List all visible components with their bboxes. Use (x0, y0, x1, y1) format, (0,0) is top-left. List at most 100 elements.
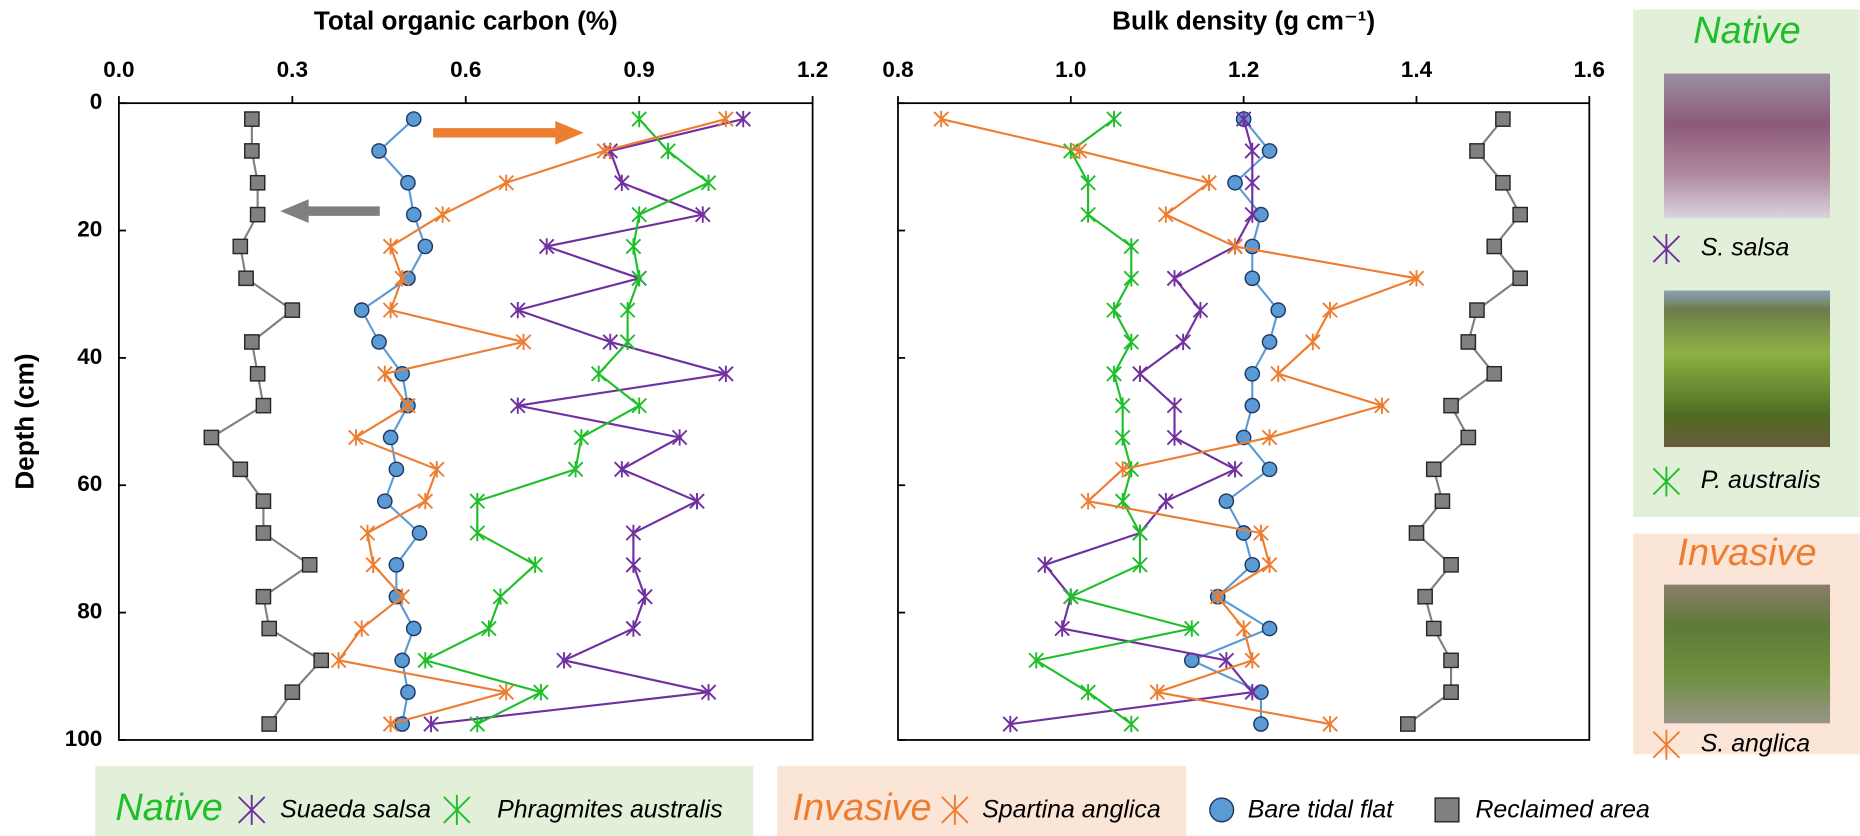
x-tick-label: 0.0 (103, 57, 134, 82)
marker (735, 110, 752, 128)
panel-marker (1652, 466, 1681, 497)
marker (1261, 143, 1278, 159)
x-tick-label: 1.2 (797, 57, 828, 82)
marker (1235, 110, 1252, 128)
marker (1106, 301, 1122, 319)
marker (1495, 111, 1511, 127)
photo-s-salsa (1664, 73, 1831, 219)
marker (249, 206, 266, 223)
arrow-left (280, 199, 380, 223)
legend-marker (1434, 797, 1460, 823)
marker (1253, 524, 1269, 542)
legend-marker (237, 794, 266, 825)
marker (1270, 302, 1287, 318)
marker (1400, 716, 1416, 732)
marker (1270, 365, 1287, 382)
marker (509, 397, 526, 414)
marker (348, 429, 364, 446)
legend-marker (443, 794, 471, 825)
marker (400, 684, 416, 701)
marker (1261, 461, 1278, 478)
x-tick-label: 1.0 (1055, 57, 1086, 82)
marker (261, 716, 278, 732)
marker (1028, 652, 1045, 669)
y-tick-label: 60 (77, 471, 102, 496)
marker (527, 556, 543, 574)
marker (377, 365, 393, 382)
marker (400, 397, 416, 414)
marker (1261, 620, 1278, 637)
marker (1434, 493, 1451, 509)
marker (249, 174, 266, 191)
marker (244, 334, 260, 350)
legend-label: Spartina anglica (982, 796, 1161, 824)
marker (1218, 652, 1235, 669)
marker (255, 588, 272, 605)
marker (1253, 206, 1269, 223)
marker (1080, 684, 1096, 701)
marker (1304, 333, 1321, 351)
marker (353, 620, 370, 637)
marker (556, 652, 572, 669)
marker (423, 715, 439, 733)
marker (1227, 238, 1243, 255)
marker (255, 493, 272, 509)
y-tick-label: 40 (77, 344, 102, 369)
x-tick-label: 0.3 (277, 57, 308, 82)
marker (1261, 334, 1278, 350)
y-tick-label: 0 (90, 89, 103, 114)
marker (660, 142, 676, 160)
marker (1114, 461, 1131, 478)
marker (469, 715, 486, 733)
x-tick-label: 0.9 (624, 57, 655, 82)
marker (625, 238, 642, 255)
marker (631, 110, 647, 128)
marker (602, 333, 619, 351)
marker (631, 270, 647, 287)
marker (434, 206, 451, 223)
marker (1495, 174, 1511, 191)
marker (1184, 620, 1200, 637)
marker (394, 652, 410, 669)
marker (533, 684, 549, 701)
marker (1374, 397, 1390, 414)
marker (509, 301, 526, 319)
marker (481, 620, 497, 637)
marker (1322, 301, 1338, 319)
marker (1123, 715, 1140, 733)
marker (1425, 461, 1442, 478)
marker (1408, 270, 1425, 287)
marker (718, 110, 734, 128)
x-tick-label: 0.6 (450, 57, 481, 82)
y-axis-label: Depth (cm) (9, 353, 39, 489)
marker (255, 397, 272, 414)
marker (301, 557, 318, 573)
marker (1132, 524, 1148, 542)
marker (232, 461, 249, 478)
legend-label: Phragmites australis (497, 796, 722, 824)
x-tick-label: 1.4 (1401, 57, 1433, 82)
marker (631, 206, 647, 223)
chart-title: Total organic carbon (%) (314, 5, 618, 35)
legend-label: Bare tidal flat (1248, 796, 1394, 824)
marker (1227, 461, 1243, 478)
marker (1114, 397, 1131, 414)
marker (1408, 525, 1425, 541)
marker (244, 143, 260, 159)
panel-native-title: Native (1693, 10, 1801, 52)
marker (1158, 492, 1174, 510)
marker (1512, 270, 1529, 287)
panel-label: P. australis (1701, 466, 1821, 494)
marker (694, 206, 711, 223)
marker (1244, 270, 1261, 287)
marker (1261, 556, 1278, 574)
legend-marker (1209, 797, 1235, 823)
marker (1443, 557, 1459, 573)
marker (417, 652, 434, 669)
marker (405, 206, 422, 223)
marker (1460, 429, 1477, 446)
marker (1149, 684, 1166, 701)
chart-title: Bulk density (g cm⁻¹) (1112, 5, 1375, 35)
